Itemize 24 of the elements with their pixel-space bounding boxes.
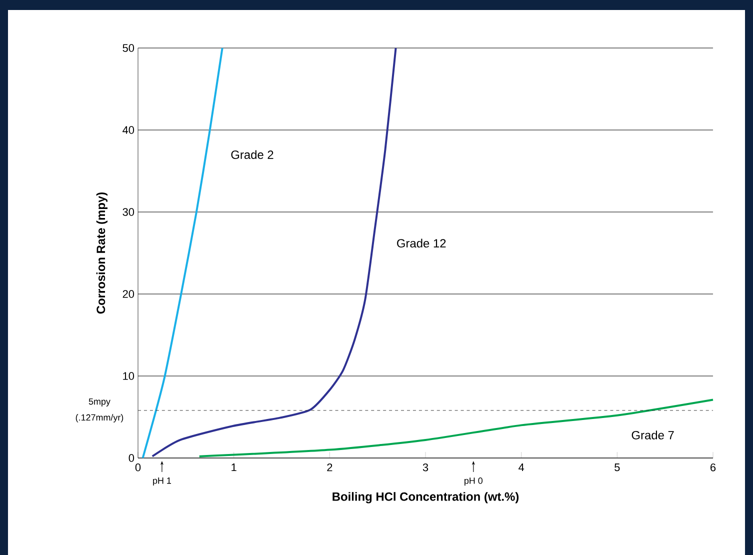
- series-label: Grade 12: [397, 238, 446, 248]
- line-series: [198, 398, 714, 458]
- x-axis-title: Boiling HCl Concentration (wt.%): [332, 492, 519, 504]
- y-tick-label: 40: [122, 126, 134, 134]
- text: pH 1: [153, 478, 171, 486]
- text: Grade 2: [231, 150, 274, 159]
- text: pH 0: [464, 478, 483, 486]
- y-tick-label: 0: [128, 454, 134, 462]
- x-tick-label: 6: [710, 464, 716, 472]
- x-tick-label: 4: [518, 464, 524, 472]
- y-axis-title: Corrosion Rate (mpy): [96, 192, 108, 314]
- y-tick-label: 20: [122, 290, 134, 298]
- y-tick-label: 30: [122, 208, 134, 216]
- x-tick-label: 1: [232, 464, 236, 472]
- x-tick-label: 0: [135, 464, 141, 472]
- x-tick-label: 3: [422, 464, 428, 472]
- x-tick-label: 2: [327, 464, 332, 472]
- line-series: [151, 46, 397, 458]
- ref-line-label: 5mpy (.127mm/yr): [76, 398, 124, 422]
- y-tick-label: 50: [122, 44, 134, 52]
- y-tick-label: 10: [123, 372, 134, 380]
- x-tick-label: 5: [614, 464, 620, 472]
- series-label: Grade 7: [632, 430, 674, 440]
- line-series: [142, 46, 224, 459]
